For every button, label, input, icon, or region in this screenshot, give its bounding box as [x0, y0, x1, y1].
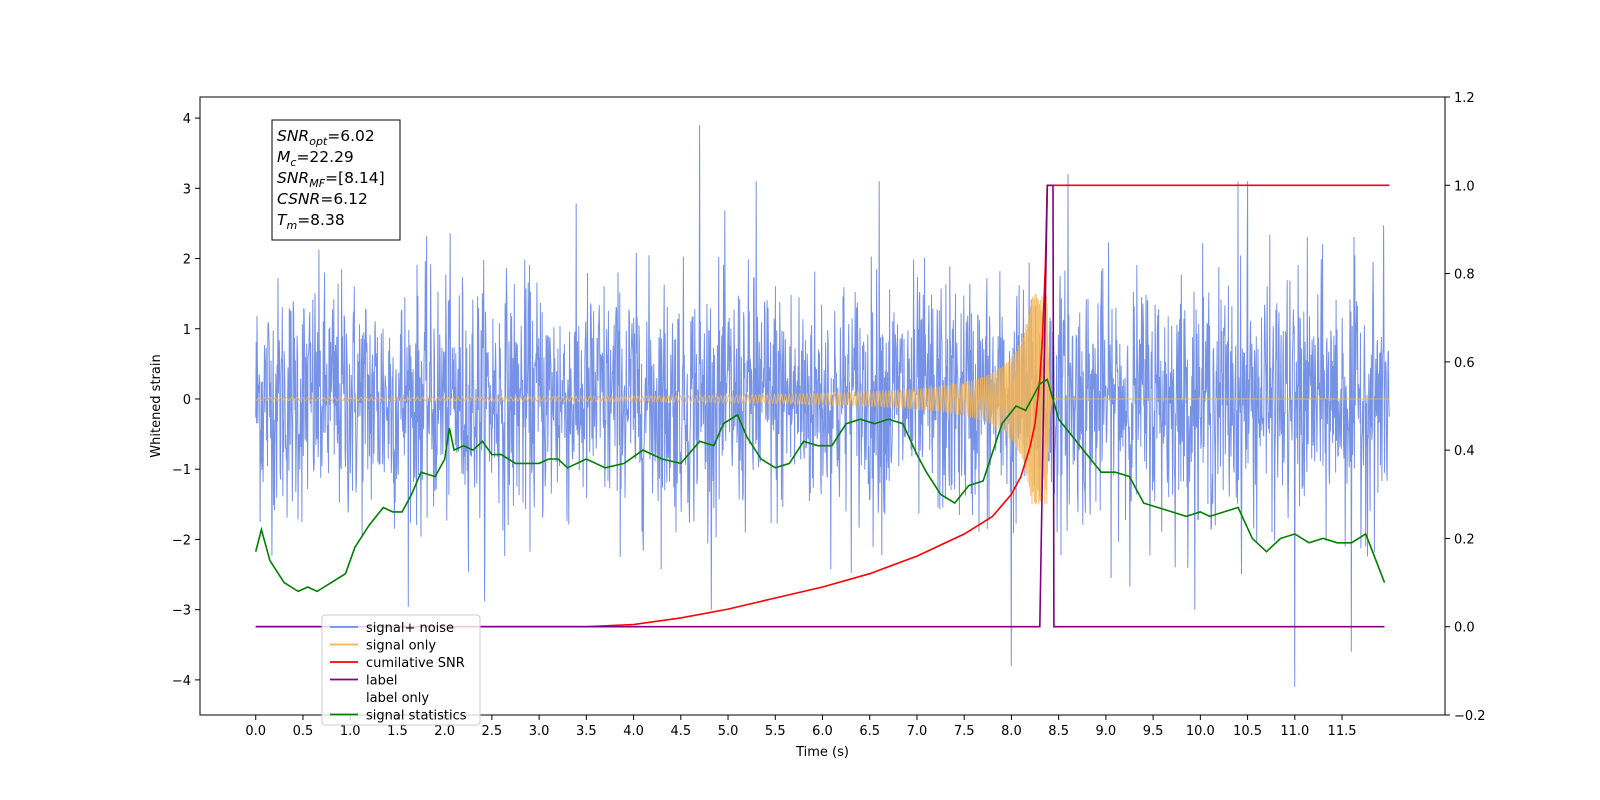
signal-only-line — [255, 293, 1390, 505]
y-tick-label: 3 — [183, 182, 191, 197]
x-tick-label: 11.0 — [1280, 724, 1309, 739]
y-tick-label: 0 — [183, 393, 191, 408]
stat-line: Mc=22.29 — [277, 148, 354, 169]
y2-tick-label: 0.8 — [1454, 268, 1475, 283]
x-tick-label: 5.0 — [718, 724, 739, 739]
signal-statistics-line — [254, 378, 1386, 593]
legend-label: signal statistics — [366, 709, 467, 724]
stats-annotation-box: SNRopt=6.02Mc=22.29SNRMF=[8.14]CSNR=6.12… — [271, 119, 401, 241]
x-axis-ticks: 0.0 0.5 1.0 1.5 2.0 2.5 3.0 3.5 4.0 4.5 5.0 5.5 6.0 6… — [245, 715, 1357, 739]
x-tick-label: 8.0 — [1001, 724, 1022, 739]
y2-tick-label: 0.2 — [1454, 532, 1475, 547]
x-tick-label: 9.0 — [1096, 724, 1117, 739]
x-tick-label: 1.0 — [340, 724, 361, 739]
legend-label: signal+ noise — [366, 621, 454, 636]
x-tick-label: 1.5 — [387, 724, 408, 739]
legend-frame — [321, 614, 481, 726]
y2-tick-label: 1.2 — [1454, 91, 1475, 106]
y-tick-label: 2 — [183, 253, 191, 268]
stat-line: Tm=8.38 — [277, 211, 345, 232]
stat-line: SNRopt=6.02 — [277, 127, 375, 148]
y2-tick-label: 0.6 — [1454, 356, 1475, 371]
y-axis-label: Whitened strain — [149, 354, 164, 457]
x-axis-label: Time (s) — [795, 745, 849, 760]
x-tick-label: 11.5 — [1328, 724, 1357, 739]
x-tick-label: 6.5 — [859, 724, 880, 739]
y2-tick-label: 1.0 — [1454, 179, 1475, 194]
label-line — [255, 184, 1385, 628]
stat-line: CSNR=6.12 — [277, 190, 368, 208]
x-tick-label: 4.5 — [670, 724, 691, 739]
legend-label: label — [366, 674, 397, 689]
x-tick-label: 2.0 — [434, 724, 455, 739]
x-tick-label: 10.0 — [1186, 724, 1215, 739]
y2-tick-label: 0.0 — [1454, 621, 1475, 636]
x-tick-label: 0.0 — [245, 724, 266, 739]
signal-noise-line — [255, 125, 1390, 687]
cumilative-snr-line — [255, 184, 1390, 628]
y-tick-label: 1 — [183, 323, 191, 338]
y-tick-label: −3 — [172, 604, 191, 619]
legend-label: signal only — [366, 639, 436, 654]
y-tick-label: −4 — [172, 674, 191, 689]
y2-tick-label: 0.4 — [1454, 444, 1475, 459]
y2-axis-ticks: 1.2 1.0 0.8 0.6 0.4 0.2 0.0 −0.2 — [1445, 91, 1486, 724]
stat-line: SNRMF=[8.14] — [277, 169, 385, 190]
x-tick-label: 2.5 — [482, 724, 503, 739]
legend-label: cumilative SNR — [366, 656, 465, 671]
line-series-layer — [254, 184, 1390, 628]
x-tick-label: 9.5 — [1143, 724, 1164, 739]
x-tick-label: 5.5 — [765, 724, 786, 739]
y-tick-label: −2 — [172, 533, 191, 548]
x-tick-label: 7.0 — [907, 724, 928, 739]
x-tick-label: 3.5 — [576, 724, 597, 739]
x-tick-label: 0.5 — [293, 724, 314, 739]
legend: signal+ noise signal only cumilative SNR la… — [321, 614, 481, 726]
y-tick-label: −1 — [172, 463, 191, 478]
x-tick-label: 7.5 — [954, 724, 975, 739]
legend-label: label only — [366, 691, 429, 706]
x-tick-label: 6.0 — [812, 724, 833, 739]
x-tick-label: 8.5 — [1048, 724, 1069, 739]
signal-noise-series — [255, 125, 1390, 687]
y-axis-ticks: 4 3 2 1 0 −1 −2 −3 −4 — [172, 112, 200, 689]
x-tick-label: 3.0 — [529, 724, 550, 739]
stats-box-frame — [271, 119, 401, 241]
x-tick-label: 10.5 — [1233, 724, 1262, 739]
signal-only-series — [255, 293, 1390, 505]
y-tick-label: 4 — [183, 112, 191, 127]
y2-tick-label: −0.2 — [1454, 709, 1486, 724]
x-tick-label: 4.0 — [623, 724, 644, 739]
